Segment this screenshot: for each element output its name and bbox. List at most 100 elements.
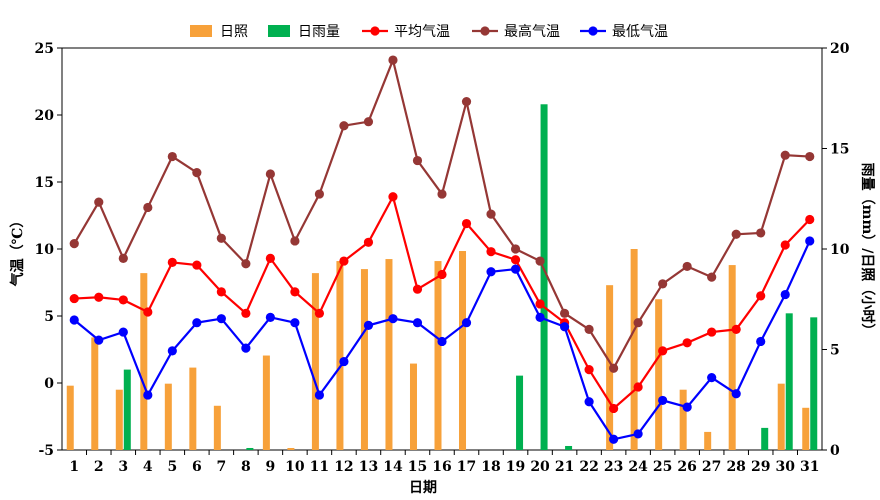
min-temp-point bbox=[143, 390, 153, 400]
x-tick-label: 17 bbox=[457, 459, 476, 475]
left-tick-label: -5 bbox=[38, 443, 54, 459]
right-tick-label: 20 bbox=[830, 41, 850, 57]
min-temp-point bbox=[559, 322, 570, 332]
min-temp-point bbox=[510, 264, 521, 274]
right-axis-title: 雨量（mm）/日照（小时） bbox=[859, 163, 876, 338]
avg-temp-point bbox=[633, 382, 643, 392]
x-tick-label: 6 bbox=[192, 459, 202, 475]
avg-temp-point bbox=[118, 295, 128, 305]
max-temp-point bbox=[510, 244, 521, 254]
avg-temp-point bbox=[510, 255, 521, 265]
right-tick-label: 0 bbox=[830, 443, 840, 459]
x-tick-label: 24 bbox=[628, 459, 648, 475]
avg-temp-point bbox=[731, 324, 741, 334]
avg-temp-point bbox=[363, 237, 374, 247]
max-temp-point bbox=[805, 151, 815, 162]
rain-bar bbox=[761, 427, 769, 450]
max-temp-point bbox=[314, 189, 325, 199]
min-temp-point bbox=[437, 336, 447, 347]
min-temp-point bbox=[609, 434, 619, 444]
min-temp-point bbox=[731, 389, 741, 399]
x-tick-label: 8 bbox=[241, 459, 251, 475]
max-temp-point bbox=[388, 55, 398, 65]
sunshine-bar bbox=[262, 355, 270, 450]
x-tick-label: 28 bbox=[726, 459, 745, 475]
x-tick-label: 13 bbox=[359, 459, 378, 475]
x-axis-ticks: 1 2 3 4 5 6 7 8 9 10 11 12 13 14 15 16 17 18 19 20 21 22 23 24 2… bbox=[69, 450, 819, 475]
x-tick-label: 22 bbox=[579, 459, 598, 475]
max-temp-point bbox=[339, 121, 349, 131]
x-tick-label: 26 bbox=[677, 459, 696, 475]
max-temp-point bbox=[486, 209, 496, 219]
max-temp-point bbox=[118, 253, 128, 263]
sunshine-bar bbox=[409, 363, 417, 450]
max-temp-point bbox=[363, 117, 374, 127]
max-temp-point bbox=[290, 236, 300, 246]
max-temp-point bbox=[461, 97, 472, 107]
left-tick-label: 10 bbox=[35, 242, 55, 258]
max-temp-point bbox=[584, 324, 594, 334]
rain-bar bbox=[565, 445, 573, 450]
min-temp-point bbox=[486, 267, 496, 277]
legend: 日照 日雨量 平均气温 最高气温 最低气温 bbox=[190, 23, 668, 40]
avg-temp-point bbox=[805, 214, 815, 225]
min-temp-point bbox=[756, 336, 766, 347]
sunshine-bar bbox=[777, 383, 785, 450]
avg-temp-point bbox=[167, 257, 177, 267]
x-tick-label: 5 bbox=[167, 459, 177, 475]
avg-legend-marker bbox=[370, 26, 380, 36]
avg-temp-point bbox=[609, 403, 619, 414]
max-temp-point bbox=[780, 150, 790, 160]
avg-temp-point bbox=[69, 293, 79, 304]
min-temp-point bbox=[339, 356, 349, 367]
sunshine-legend-label: 日照 bbox=[220, 24, 248, 40]
avg-temp-point bbox=[756, 291, 766, 301]
max-temp-point bbox=[682, 261, 692, 272]
sunshine-bar bbox=[336, 261, 344, 450]
sunshine-bar bbox=[630, 249, 638, 450]
avg-temp-point bbox=[535, 299, 545, 309]
min-temp-point bbox=[412, 318, 423, 328]
x-tick-label: 18 bbox=[481, 459, 500, 475]
rain-legend-label: 日雨量 bbox=[298, 24, 340, 40]
sunshine-bar bbox=[385, 259, 393, 450]
min-temp-point bbox=[633, 429, 643, 439]
min-temp-point bbox=[805, 236, 815, 246]
x-axis-title: 日期 bbox=[409, 480, 437, 496]
avg-temp-point bbox=[94, 292, 104, 302]
max-temp-point bbox=[94, 197, 104, 207]
max-temp-point bbox=[143, 202, 153, 213]
rain-bar bbox=[810, 317, 818, 450]
x-tick-label: 21 bbox=[555, 459, 574, 475]
x-tick-label: 11 bbox=[310, 459, 329, 475]
x-tick-label: 16 bbox=[432, 459, 451, 475]
avg-temp-point bbox=[437, 269, 447, 280]
min-temp-point bbox=[216, 314, 226, 324]
avg-temp-point bbox=[216, 287, 226, 297]
avg-temp-point bbox=[143, 307, 153, 317]
right-tick-label: 15 bbox=[830, 142, 849, 158]
min-legend-label: 最低气温 bbox=[612, 24, 668, 40]
sunshine-legend-swatch bbox=[190, 25, 212, 37]
max-legend-marker bbox=[480, 26, 490, 36]
avg-legend-label: 平均气温 bbox=[394, 24, 450, 40]
avg-temp-point bbox=[339, 256, 349, 266]
sunshine-bar bbox=[164, 383, 172, 450]
max-temp-point bbox=[412, 155, 423, 166]
min-temp-point bbox=[241, 343, 251, 353]
x-tick-label: 14 bbox=[383, 459, 403, 475]
max-temp-point bbox=[559, 308, 570, 318]
avg-temp-point bbox=[584, 365, 594, 375]
avg-temp-point bbox=[265, 253, 275, 263]
max-legend-label: 最高气温 bbox=[504, 23, 560, 40]
min-temp-point bbox=[535, 312, 545, 322]
x-tick-label: 10 bbox=[285, 459, 305, 475]
min-temp-point bbox=[167, 346, 177, 356]
x-tick-label: 3 bbox=[118, 459, 128, 475]
min-temp-point bbox=[658, 395, 668, 406]
sunshine-bar bbox=[311, 273, 319, 450]
left-tick-label: 25 bbox=[35, 41, 54, 57]
min-temp-point bbox=[265, 312, 275, 322]
max-temp-point bbox=[167, 151, 177, 162]
